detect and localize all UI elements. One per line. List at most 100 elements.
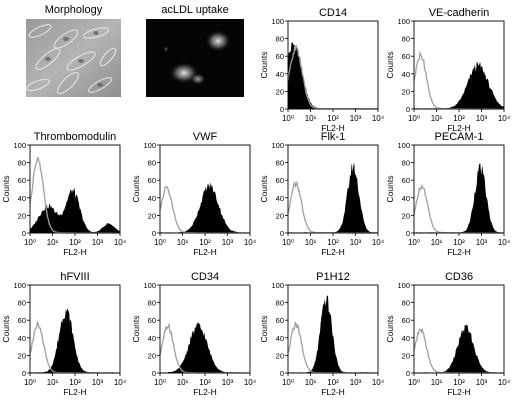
histogram-panel: CD34 0 20 40 60 80 100 10⁰ 10¹ 10² 10³ 10⁴ FL2-H Coun… <box>131 271 257 397</box>
y-tick-label: 20 <box>276 351 284 360</box>
x-tick-label: 10⁰ <box>408 238 420 247</box>
y-tick-label: 40 <box>148 194 156 203</box>
x-tick-label: 10¹ <box>431 378 443 387</box>
morphology-title: Morphology <box>44 4 103 16</box>
y-tick-label: 80 <box>276 299 284 308</box>
y-tick-label: 40 <box>402 334 410 343</box>
panel-title: hFVIII <box>60 271 89 283</box>
y-tick-label: 100 <box>143 281 156 290</box>
sample-histogram <box>413 162 505 234</box>
x-axis-label: FL2-H <box>321 123 345 133</box>
x-tick-label: 10³ <box>222 238 234 247</box>
y-tick-label: 80 <box>276 159 284 168</box>
y-tick-label: 20 <box>276 211 284 220</box>
x-tick-label: 10³ <box>476 238 488 247</box>
y-axis-label: Counts <box>131 316 141 343</box>
y-tick-label: 100 <box>271 281 284 290</box>
plot-frame <box>413 144 505 234</box>
x-tick-label: 10² <box>327 378 339 387</box>
y-tick-label: 0 <box>406 369 410 378</box>
morphology-image <box>26 19 121 97</box>
x-tick-label: 10³ <box>92 238 104 247</box>
y-tick-label: 60 <box>18 176 26 185</box>
sample-histogram <box>287 295 379 374</box>
x-tick-label: 10³ <box>350 238 362 247</box>
y-tick-label: 100 <box>143 141 156 150</box>
sample-histogram <box>29 188 121 234</box>
x-tick-label: 10³ <box>92 378 104 387</box>
x-tick-label: 10¹ <box>177 238 189 247</box>
x-tick-label: 10⁴ <box>244 238 257 247</box>
y-tick-label: 0 <box>280 105 284 114</box>
x-tick-label: 10² <box>453 114 465 123</box>
x-tick-label: 10⁰ <box>24 378 36 387</box>
y-axis-label: Counts <box>259 316 269 343</box>
acldl-title: acLDL uptake <box>161 4 229 16</box>
y-tick-label: 40 <box>402 70 410 79</box>
y-tick-label: 80 <box>402 35 410 44</box>
x-tick-label: 10⁴ <box>372 238 385 247</box>
histogram-panel: VE-cadherin 0 20 40 60 80 100 10⁰ 10¹ 10² 10³ 10⁴ FL… <box>385 7 511 133</box>
x-tick-label: 10² <box>199 378 211 387</box>
y-tick-label: 100 <box>13 141 26 150</box>
x-axis-label: FL2-H <box>447 387 471 397</box>
x-tick-label: 10¹ <box>305 378 317 387</box>
x-axis-label: FL2-H <box>193 247 217 257</box>
y-tick-label: 80 <box>148 159 156 168</box>
y-tick-label: 40 <box>148 334 156 343</box>
x-axis-label: FL2-H <box>63 387 87 397</box>
x-tick-label: 10³ <box>350 378 362 387</box>
x-tick-label: 10² <box>327 114 339 123</box>
y-tick-label: 0 <box>280 369 284 378</box>
x-tick-label: 10⁴ <box>372 114 385 123</box>
x-tick-label: 10⁰ <box>154 378 166 387</box>
x-tick-label: 10² <box>453 378 465 387</box>
y-tick-label: 60 <box>148 316 156 325</box>
y-tick-label: 0 <box>152 229 156 238</box>
y-tick-label: 0 <box>406 105 410 114</box>
y-tick-label: 60 <box>148 176 156 185</box>
x-tick-label: 10⁴ <box>244 378 257 387</box>
sample-histogram <box>413 324 505 374</box>
x-axis-label: FL2-H <box>63 247 87 257</box>
panel-title: CD34 <box>191 271 219 283</box>
y-tick-label: 20 <box>276 87 284 96</box>
x-tick-label: 10³ <box>476 378 488 387</box>
plot-frame <box>287 144 379 234</box>
acldl-picture <box>146 19 244 97</box>
x-tick-label: 10⁴ <box>498 114 511 123</box>
x-tick-label: 10⁰ <box>282 114 294 123</box>
y-tick-label: 60 <box>276 52 284 61</box>
y-tick-label: 60 <box>276 176 284 185</box>
histogram-panel: P1H12 0 20 40 60 80 100 10⁰ 10¹ 10² 10³ 10⁴ FL2-H Cou… <box>259 271 385 397</box>
y-tick-label: 0 <box>152 369 156 378</box>
histogram-panel: VWF 0 20 40 60 80 100 10⁰ 10¹ 10² 10³ 10⁴ FL2-H Count… <box>131 131 257 257</box>
y-tick-label: 20 <box>402 211 410 220</box>
x-tick-label: 10¹ <box>431 114 443 123</box>
x-tick-label: 10⁰ <box>282 378 294 387</box>
y-tick-label: 0 <box>22 369 26 378</box>
x-axis-label: FL2-H <box>447 247 471 257</box>
panel-title: CD36 <box>445 271 473 283</box>
y-tick-label: 100 <box>397 141 410 150</box>
x-tick-label: 10⁴ <box>114 378 127 387</box>
y-tick-label: 60 <box>276 316 284 325</box>
panel-title: Thrombomodulin <box>34 131 117 143</box>
x-tick-label: 10⁰ <box>408 114 420 123</box>
y-tick-label: 100 <box>397 281 410 290</box>
x-tick-label: 10¹ <box>305 238 317 247</box>
x-tick-label: 10² <box>199 238 211 247</box>
x-tick-label: 10⁴ <box>372 378 385 387</box>
y-tick-label: 20 <box>148 351 156 360</box>
x-tick-label: 10¹ <box>47 378 59 387</box>
y-tick-label: 20 <box>148 211 156 220</box>
x-tick-label: 10⁴ <box>498 238 511 247</box>
y-tick-label: 100 <box>271 17 284 26</box>
y-axis-label: Counts <box>1 176 11 203</box>
histogram-panel: hFVIII 0 20 40 60 80 100 10⁰ 10¹ 10² 10³ 10⁴ FL2-H Co… <box>1 271 127 397</box>
y-axis-label: Counts <box>385 52 395 79</box>
x-tick-label: 10¹ <box>177 378 189 387</box>
y-tick-label: 60 <box>402 52 410 61</box>
histogram-panel: PECAM-1 0 20 40 60 80 100 10⁰ 10¹ 10² 10³ 10⁴ FL2-H C… <box>385 131 511 257</box>
acldl-image <box>146 19 244 97</box>
